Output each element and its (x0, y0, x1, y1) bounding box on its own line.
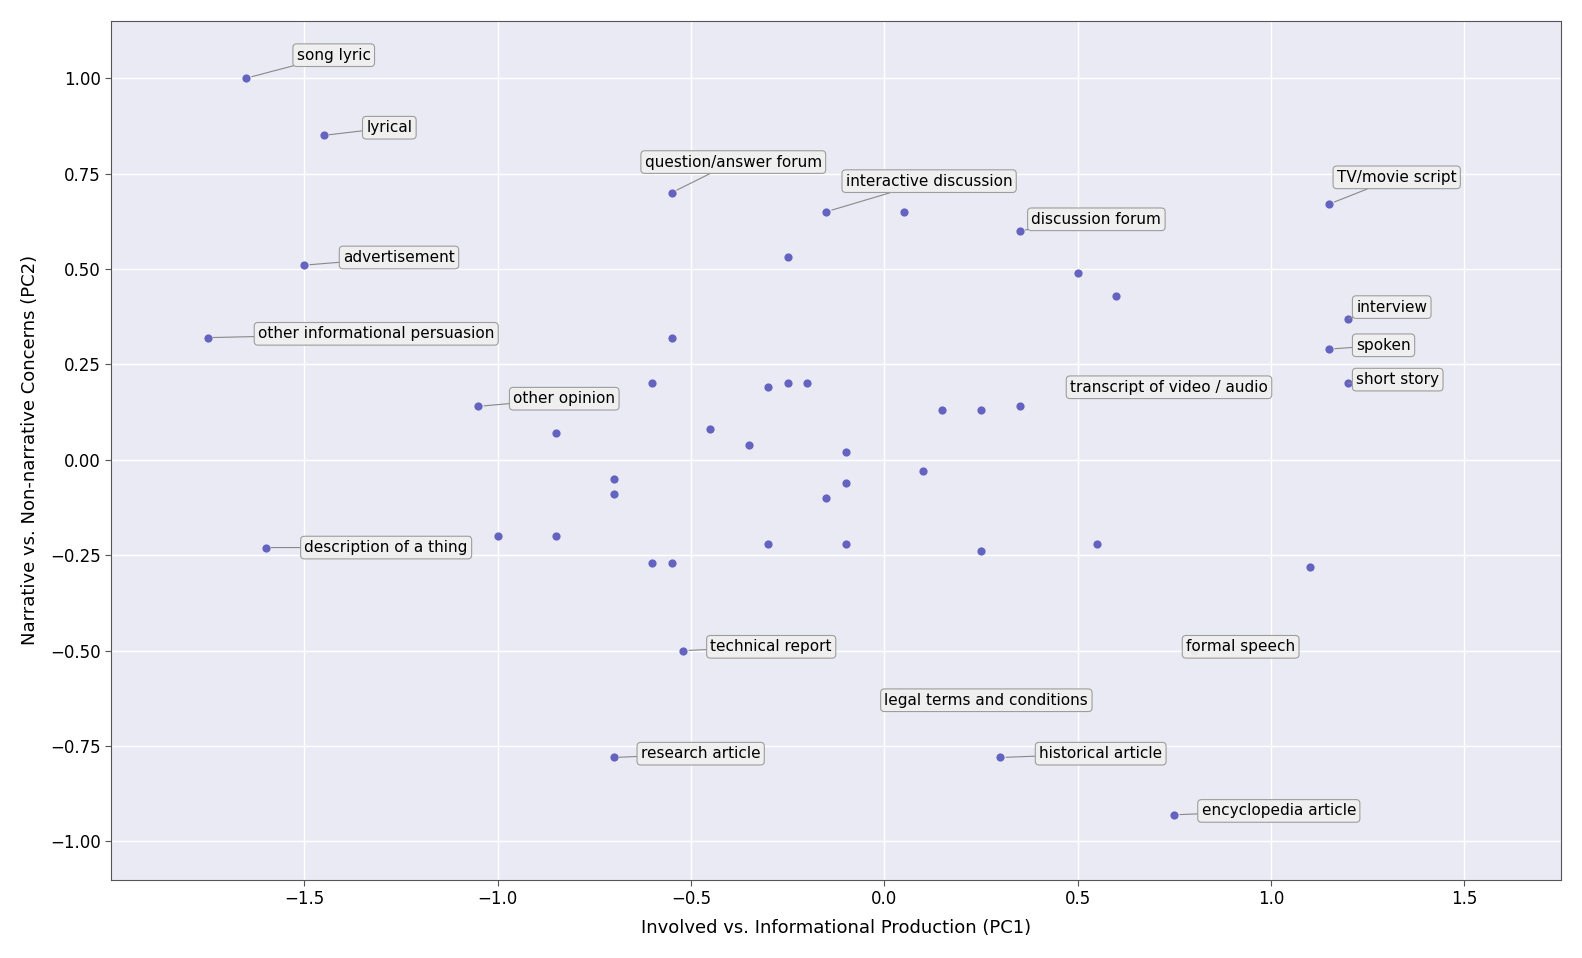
Point (968, 402, 993, 418)
Text: song lyric: song lyric (252, 48, 370, 77)
Text: question/answer forum: question/answer forum (645, 154, 823, 190)
Point (1065, 265, 1090, 281)
Point (756, 379, 782, 395)
Point (1085, 536, 1111, 552)
Text: short story: short story (1348, 372, 1440, 387)
Point (698, 422, 723, 437)
Point (968, 544, 993, 559)
Point (312, 127, 337, 143)
Point (756, 536, 782, 552)
Point (234, 71, 259, 86)
Point (1182, 643, 1207, 658)
Point (891, 204, 916, 219)
Point (1316, 196, 1342, 212)
Text: description of a thing: description of a thing (272, 540, 468, 555)
Point (660, 330, 685, 345)
Point (1123, 383, 1149, 399)
Text: historical article: historical article (1006, 746, 1163, 762)
Point (775, 250, 800, 265)
Text: other opinion: other opinion (484, 391, 615, 406)
Text: interactive discussion: interactive discussion (832, 173, 1012, 210)
Text: technical report: technical report (688, 639, 832, 654)
Text: spoken: spoken (1335, 338, 1411, 353)
Point (1335, 376, 1361, 391)
Text: transcript of video / audio: transcript of video / audio (1069, 379, 1267, 395)
Point (834, 536, 859, 552)
Text: legal terms and conditions: legal terms and conditions (884, 693, 1088, 708)
Point (1161, 807, 1186, 822)
Text: other informational persuasion: other informational persuasion (214, 327, 495, 341)
Text: formal speech: formal speech (1186, 639, 1296, 654)
Point (911, 464, 937, 479)
Text: discussion forum: discussion forum (1025, 212, 1161, 230)
Point (813, 490, 838, 506)
Point (1104, 288, 1130, 304)
Point (639, 556, 664, 571)
Text: interview: interview (1348, 300, 1427, 319)
Y-axis label: Narrative vs. Non-narrative Concerns (PC2): Narrative vs. Non-narrative Concerns (PC… (21, 255, 40, 646)
Point (775, 376, 800, 391)
Point (291, 258, 316, 273)
Point (543, 529, 568, 544)
Point (813, 204, 838, 219)
Point (465, 399, 490, 414)
Text: lyrical: lyrical (329, 120, 413, 135)
Text: encyclopedia article: encyclopedia article (1180, 804, 1356, 818)
Point (1316, 341, 1342, 356)
Point (486, 529, 511, 544)
Point (987, 750, 1012, 765)
Point (601, 487, 626, 502)
Point (737, 437, 763, 452)
Point (930, 402, 956, 418)
Point (601, 750, 626, 765)
Point (639, 376, 664, 391)
Point (834, 445, 859, 460)
Point (834, 475, 859, 490)
Point (671, 643, 696, 658)
Point (794, 376, 819, 391)
Point (543, 425, 568, 441)
Text: research article: research article (619, 746, 761, 762)
Point (1008, 399, 1033, 414)
X-axis label: Involved vs. Informational Production (PC1): Involved vs. Informational Production (P… (641, 919, 1031, 937)
Text: TV/movie script: TV/movie script (1334, 170, 1457, 202)
Point (195, 330, 220, 345)
Point (1335, 311, 1361, 327)
Point (891, 689, 916, 704)
Point (601, 471, 626, 487)
Point (253, 540, 278, 556)
Point (660, 556, 685, 571)
Point (1008, 223, 1033, 239)
Text: advertisement: advertisement (310, 250, 456, 265)
Point (1297, 559, 1323, 574)
Point (660, 185, 685, 200)
